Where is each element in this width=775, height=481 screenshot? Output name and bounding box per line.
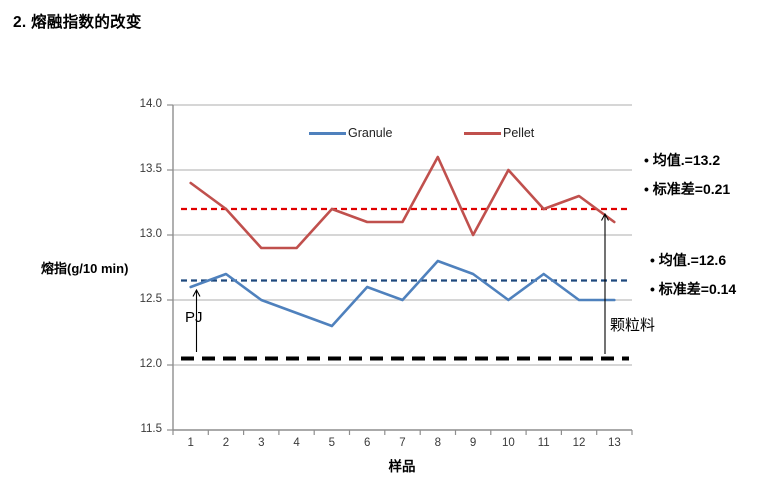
x-tick-label: 3 — [258, 437, 265, 449]
pellet-mean-text: • 均值.=13.2 — [644, 152, 721, 168]
granule-line-swatch — [309, 131, 346, 135]
legend-item-pellet: Pellet — [464, 126, 534, 140]
pellet-stats-annotation: • 均值.=13.2 • 标准差=0.21 — [644, 146, 730, 204]
y-tick-label: 12.5 — [139, 293, 162, 305]
y-tick-label: 14.0 — [139, 98, 162, 110]
x-tick-label: 12 — [572, 437, 586, 449]
x-tick-label: 13 — [607, 437, 621, 449]
x-tick-label: 5 — [328, 437, 336, 449]
legend-label-granule: Granule — [348, 126, 393, 140]
y-tick-label: 13.0 — [139, 228, 162, 240]
page-title: 2. 熔融指数的改变 — [13, 14, 142, 31]
legend-item-granule: Granule — [309, 126, 392, 140]
x-tick-label: 1 — [187, 437, 194, 449]
y-tick-label: 13.5 — [139, 163, 162, 175]
granule-mean-text: • 均值.=12.6 — [650, 252, 727, 268]
x-tick-label: 8 — [434, 437, 441, 449]
x-tick-label: 4 — [293, 437, 300, 449]
x-tick-label: 2 — [222, 437, 230, 449]
granule-stats-annotation: • 均值.=12.6 • 标准差=0.14 — [650, 246, 736, 304]
x-tick-label: 7 — [399, 437, 406, 449]
y-tick-label: 11.5 — [140, 423, 162, 435]
y-tick-label: 12.0 — [139, 358, 162, 370]
pellet-stdev-text: • 标准差=0.21 — [644, 181, 731, 197]
pellet-line-swatch — [464, 131, 501, 135]
legend-label-pellet: Pellet — [503, 126, 535, 140]
granule-material-callout-label: 颗粒料 — [610, 318, 656, 334]
x-tick-label: 6 — [363, 437, 371, 449]
x-tick-label: 10 — [502, 437, 515, 449]
x-tick-label: 9 — [469, 437, 477, 449]
x-axis-title: 样品 — [388, 459, 416, 474]
granule-stdev-text: • 标准差=0.14 — [650, 281, 737, 297]
y-axis-title: 熔指(g/10 min) — [41, 261, 129, 276]
x-tick-label: 11 — [537, 437, 550, 449]
pj-callout-label: PJ — [185, 309, 203, 326]
